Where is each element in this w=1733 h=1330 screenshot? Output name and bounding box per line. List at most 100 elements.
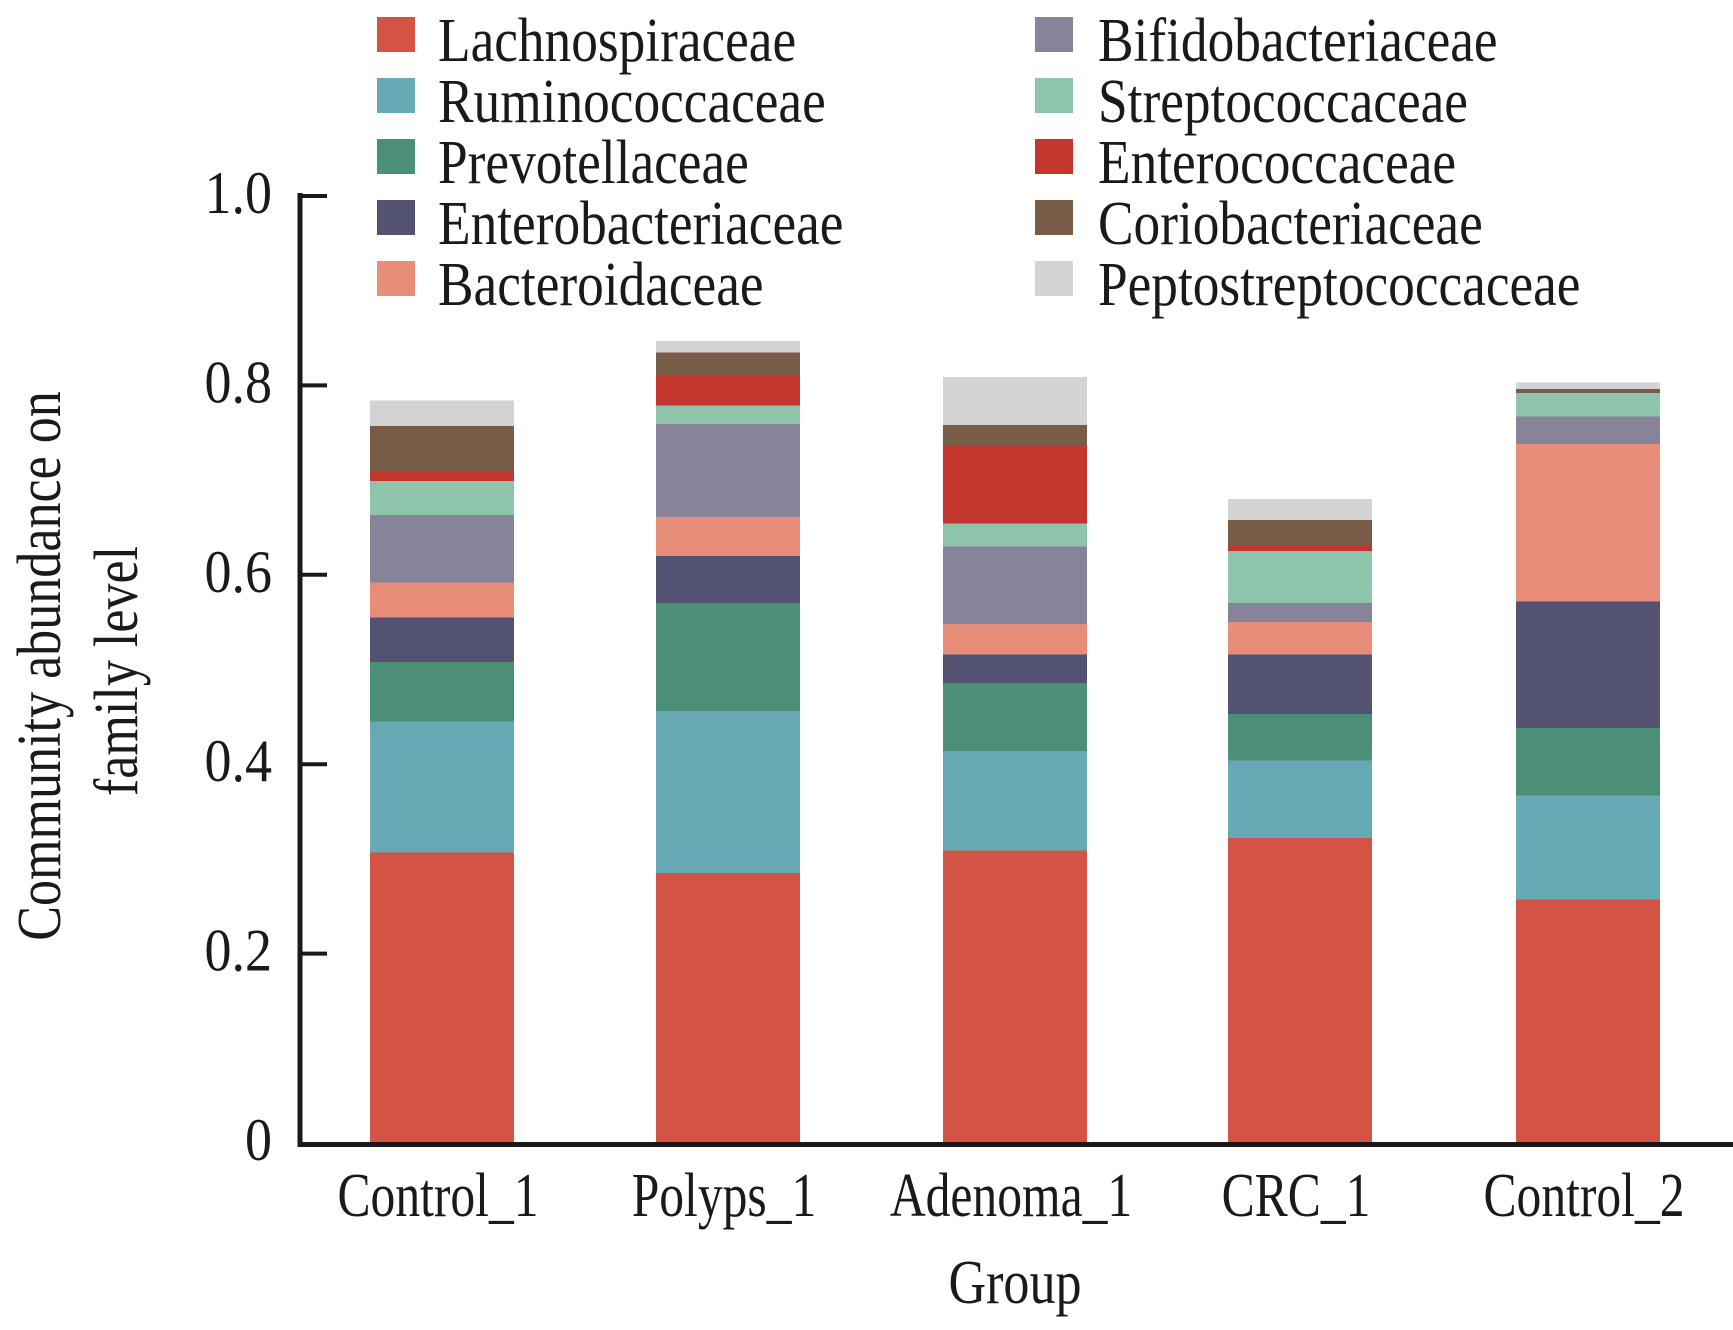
bar-segment-crc-1-prevotellaceae [1228,714,1372,761]
x-tick-label-polyps-1: Polyps_1 [632,1162,817,1230]
legend-item-streptococcaceae: Streptococcaceae [1035,66,1468,136]
bar-stack-control-1 [370,400,514,1143]
bar-segment-crc-1-bifidobacteriaceae [1228,603,1372,623]
bar-segment-control-1-bifidobacteriaceae [370,515,514,583]
y-tick-label-1-0: 1.0 [205,160,272,226]
legend-item-enterococcaceae: Enterococcaceae [1035,127,1456,197]
bar-segment-control-1-bacteroidaceae [370,582,514,618]
legend-label-enterobacteriaceae: Enterobacteriaceae [438,188,843,258]
legend-swatch-bifidobacteriaceae [1035,17,1073,52]
x-tick-label-crc-1: CRC_1 [1222,1162,1371,1230]
legend-item-enterobacteriaceae: Enterobacteriaceae [377,188,843,258]
legend-item-peptostreptococcaceae: Peptostreptococcaceae [1035,249,1580,319]
bar-stack-control-2 [1516,382,1660,1143]
legend-item-bacteroidaceae: Bacteroidaceae [377,249,764,319]
bar-segment-adenoma-1-prevotellaceae [943,682,1087,751]
bar-segment-control-2-ruminococcaceae [1516,795,1660,900]
bar-segment-polyps-1-bifidobacteriaceae [656,424,800,518]
x-tick-label-control-2: Control_2 [1483,1162,1684,1230]
bar-segment-control-2-enterobacteriaceae [1516,601,1660,729]
bar-segment-control-1-streptococcaceae [370,481,514,516]
bar-segment-control-1-ruminococcaceae [370,721,514,853]
bar-stack-crc-1 [1228,499,1372,1143]
legend-label-enterococcaceae: Enterococcaceae [1098,127,1456,197]
bar-segment-adenoma-1-lachnospiraceae [943,850,1087,1143]
y-tick-label-0: 0 [245,1107,272,1173]
bar-stack-adenoma-1 [943,376,1087,1143]
legend-item-ruminococcaceae: Ruminococcaceae [377,66,826,136]
bar-segment-crc-1-streptococcaceae [1228,551,1372,604]
legend-swatch-lachnospiraceae [377,17,415,52]
y-tick-label-0-6: 0.6 [205,539,272,605]
legend-label-prevotellaceae: Prevotellaceae [438,127,749,197]
y-tick-label-0-2: 0.2 [205,918,272,984]
legend-label-peptostreptococcaceae: Peptostreptococcaceae [1098,249,1580,319]
legend-label-bacteroidaceae: Bacteroidaceae [438,249,764,319]
bar-segment-control-1-lachnospiraceae [370,852,514,1143]
bar-segment-control-2-prevotellaceae [1516,728,1660,796]
bar-segment-control-2-bacteroidaceae [1516,444,1660,602]
bar-segment-adenoma-1-enterobacteriaceae [943,654,1087,683]
bar-segment-adenoma-1-coriobacteriaceae [943,425,1087,446]
x-axis-title: Group [948,1249,1081,1317]
bar-segment-polyps-1-bacteroidaceae [656,517,800,556]
bar-segment-adenoma-1-bifidobacteriaceae [943,546,1087,625]
bar-segment-control-1-prevotellaceae [370,661,514,722]
bar-segment-polyps-1-ruminococcaceae [656,711,800,874]
bar-segment-control-2-peptostreptococcaceae [1516,382,1660,390]
bar-segment-crc-1-enterococcaceae [1228,545,1372,552]
legend-swatch-prevotellaceae [377,139,415,174]
bar-segment-polyps-1-peptostreptococcaceae [656,340,800,353]
bar-segment-crc-1-lachnospiraceae [1228,838,1372,1143]
x-tick-label-control-1: Control_1 [337,1162,538,1230]
bar-segment-control-2-bifidobacteriaceae [1516,416,1660,445]
bar-segment-crc-1-enterobacteriaceae [1228,654,1372,715]
bar-segment-control-2-streptococcaceae [1516,392,1660,417]
bar-segment-control-1-coriobacteriaceae [370,426,514,472]
legend-swatch-ruminococcaceae [377,78,415,113]
legend-label-streptococcaceae: Streptococcaceae [1098,66,1468,136]
legend-swatch-enterobacteriaceae [377,200,415,235]
bar-segment-crc-1-bacteroidaceae [1228,622,1372,655]
y-tick-label-0-4: 0.4 [205,729,272,795]
legend-item-lachnospiraceae: Lachnospiraceae [377,5,796,75]
bar-segment-control-1-enterococcaceae [370,471,514,482]
x-axis-tick-labels: Control_1 Polyps_1 Adenoma_1 CRC_1 Control_2 [337,1162,1684,1230]
bar-segment-control-1-enterobacteriaceae [370,617,514,662]
y-axis-title-line-1: Community abundance on [6,391,74,941]
y-axis-title-line-2: family level [83,546,151,796]
y-tick-label-0-8: 0.8 [205,350,272,416]
bar-segment-adenoma-1-ruminococcaceae [943,750,1087,851]
bar-segment-adenoma-1-peptostreptococcaceae [943,376,1087,426]
bar-segment-control-1-peptostreptococcaceae [370,400,514,427]
bar-segment-adenoma-1-enterococcaceae [943,445,1087,524]
legend: LachnospiraceaeRuminococcaceaePrevotella… [377,5,1580,319]
y-axis-ticks: 0 0.2 0.4 0.6 0.8 1.0 [205,160,327,1174]
legend-item-bifidobacteriaceae: Bifidobacteriaceae [1035,5,1498,75]
bars [370,340,1660,1143]
bar-segment-crc-1-coriobacteriaceae [1228,519,1372,546]
bar-segment-adenoma-1-streptococcaceae [943,523,1087,547]
legend-item-coriobacteriaceae: Coriobacteriaceae [1035,188,1483,258]
legend-label-lachnospiraceae: Lachnospiraceae [438,5,796,75]
legend-swatch-bacteroidaceae [377,261,415,296]
legend-label-coriobacteriaceae: Coriobacteriaceae [1098,188,1483,258]
bar-segment-crc-1-ruminococcaceae [1228,760,1372,839]
bar-segment-crc-1-peptostreptococcaceae [1228,499,1372,520]
legend-item-prevotellaceae: Prevotellaceae [377,127,749,197]
bar-segment-polyps-1-lachnospiraceae [656,873,800,1143]
bar-segment-polyps-1-coriobacteriaceae [656,352,800,375]
bar-segment-control-2-lachnospiraceae [1516,899,1660,1143]
legend-swatch-peptostreptococcaceae [1035,261,1073,296]
legend-swatch-coriobacteriaceae [1035,200,1073,235]
legend-label-ruminococcaceae: Ruminococcaceae [438,66,826,136]
legend-swatch-streptococcaceae [1035,78,1073,113]
x-tick-label-adenoma-1: Adenoma_1 [890,1162,1132,1230]
bar-segment-polyps-1-prevotellaceae [656,603,800,712]
bar-segment-adenoma-1-bacteroidaceae [943,624,1087,655]
bar-segment-control-2-coriobacteriaceae [1516,389,1660,393]
legend-label-bifidobacteriaceae: Bifidobacteriaceae [1098,5,1498,75]
bar-segment-polyps-1-streptococcaceae [656,405,800,425]
y-axis-title: Community abundance on family level [6,391,151,941]
